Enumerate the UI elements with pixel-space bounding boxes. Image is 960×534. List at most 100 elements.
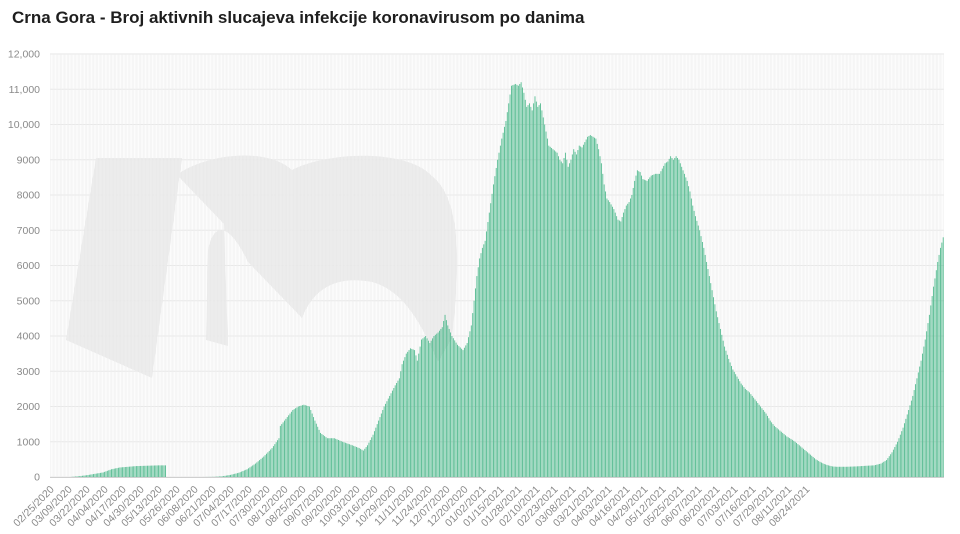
y-tick-label: 10,000 <box>8 119 40 131</box>
y-tick-label: 11,000 <box>9 84 40 96</box>
bar <box>868 465 869 477</box>
bar <box>825 464 827 477</box>
bar <box>934 278 936 477</box>
bar <box>548 145 550 477</box>
bar <box>83 475 85 477</box>
bar <box>551 148 553 477</box>
bar <box>522 87 523 478</box>
bar <box>623 212 625 477</box>
bar <box>552 149 554 478</box>
bar <box>141 465 143 477</box>
bar <box>913 390 915 477</box>
bar <box>721 334 723 477</box>
bar <box>625 205 627 477</box>
bar <box>614 212 616 477</box>
bar <box>272 446 274 477</box>
bar <box>479 258 481 477</box>
bar <box>486 231 488 477</box>
bar <box>447 325 449 477</box>
bar <box>724 346 726 477</box>
bar <box>113 468 115 477</box>
bar <box>242 471 244 477</box>
bar <box>221 476 223 477</box>
bar <box>390 393 392 477</box>
bar <box>843 466 845 477</box>
bar <box>325 437 327 477</box>
bar <box>802 448 804 477</box>
bar <box>155 465 157 477</box>
bar <box>445 320 447 477</box>
bar <box>149 465 151 477</box>
bar <box>387 398 389 477</box>
bar <box>719 328 721 477</box>
bar <box>432 338 434 477</box>
bar <box>239 472 241 477</box>
bar <box>560 161 562 477</box>
bar <box>297 406 299 477</box>
bar <box>259 460 261 477</box>
bar <box>737 378 739 477</box>
bar <box>158 465 160 477</box>
bar <box>404 357 406 477</box>
bar <box>326 438 328 477</box>
bar <box>358 448 360 477</box>
bar <box>618 220 620 477</box>
bar <box>812 457 814 477</box>
bar <box>282 422 284 477</box>
bar <box>248 468 249 477</box>
bar <box>437 332 439 477</box>
bar <box>645 180 647 477</box>
bar <box>827 465 829 477</box>
bar <box>275 442 277 477</box>
bar <box>736 376 738 477</box>
bar <box>775 427 777 477</box>
bar <box>95 473 97 477</box>
bar <box>606 198 608 477</box>
bar <box>379 417 381 477</box>
bar <box>314 420 316 477</box>
bar <box>317 426 319 477</box>
bar <box>153 465 155 477</box>
bar <box>779 430 781 477</box>
bar <box>861 466 863 477</box>
bar <box>899 434 901 477</box>
bar <box>533 103 535 477</box>
bar <box>661 168 663 477</box>
bar <box>778 429 780 477</box>
bar <box>650 175 652 478</box>
bar <box>468 337 470 477</box>
bar <box>160 465 162 477</box>
bar <box>427 340 429 477</box>
bar <box>477 267 479 477</box>
bar <box>938 254 940 477</box>
bar <box>675 156 677 477</box>
bar <box>540 103 541 477</box>
bar <box>636 170 638 477</box>
bar <box>470 325 472 477</box>
bar <box>627 203 629 477</box>
bar <box>396 383 398 477</box>
bar <box>665 162 667 478</box>
bar <box>249 467 251 477</box>
bar <box>527 105 529 478</box>
bar <box>303 404 305 477</box>
bar <box>430 340 432 477</box>
bar <box>706 261 708 477</box>
bar <box>646 180 648 477</box>
bar <box>541 110 543 478</box>
bar <box>394 385 396 477</box>
bar <box>902 427 904 477</box>
bar <box>270 449 272 477</box>
bar <box>123 467 125 477</box>
bar <box>584 142 586 477</box>
bar <box>163 465 165 477</box>
y-tick-label: 6000 <box>17 260 41 272</box>
bar <box>782 432 784 477</box>
bar <box>458 346 460 477</box>
bar <box>102 472 104 477</box>
bar <box>116 468 118 477</box>
bar <box>94 473 96 477</box>
x-axis: 02/25/202003/09/202003/22/202004/04/2020… <box>11 484 812 530</box>
bar <box>884 460 886 477</box>
bar <box>789 438 791 477</box>
